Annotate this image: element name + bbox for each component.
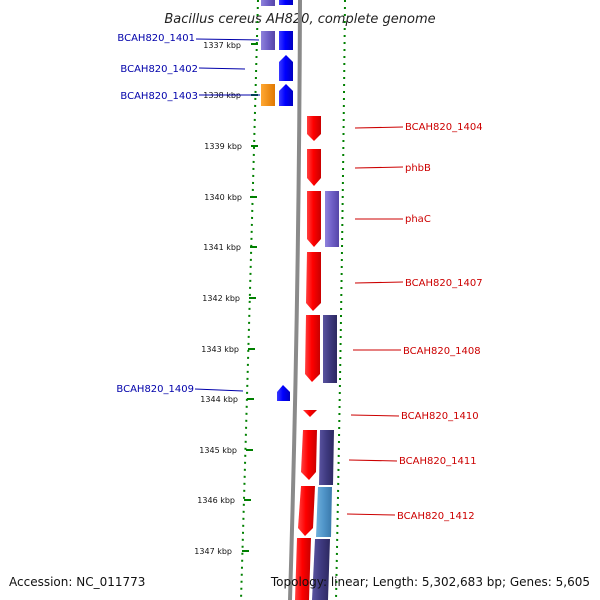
reverse-gene[interactable] [307,149,321,186]
reverse-gene[interactable] [306,252,321,311]
gene-label[interactable]: BCAH820_1409 [116,384,194,395]
forward-gene[interactable] [279,55,293,81]
tick-label: 1340 kbp [204,193,242,202]
reverse-gene[interactable] [305,315,320,382]
gene-label[interactable]: phaC [405,214,431,225]
reverse-gene[interactable] [303,410,317,417]
forward-gene[interactable] [279,31,293,50]
gene-label[interactable]: phbB [405,163,431,174]
reverse-gene[interactable] [295,538,311,600]
forward-gene[interactable] [279,84,293,106]
tick-label: 1344 kbp [200,395,238,404]
genome-backbone [288,0,302,600]
reverse-gene[interactable] [298,486,315,536]
left-gene-labels: BCAH820_1401 BCAH820_1402 BCAH820_1403 B… [116,33,260,395]
tick-label: 1345 kbp [199,446,237,455]
cog-block [261,31,275,50]
tick-label: 1337 kbp [203,41,241,50]
forward-gene[interactable] [279,0,293,5]
cog-block [323,315,337,383]
right-cog-track [312,191,339,600]
cog-block [325,191,339,247]
reverse-gene[interactable] [307,191,321,247]
tick-label: 1346 kbp [197,496,235,505]
gene-label[interactable]: BCAH820_1401 [117,33,195,44]
tick-label: 1342 kbp [202,294,240,303]
gene-label[interactable]: BCAH820_1410 [401,411,479,422]
tick-label: 1341 kbp [203,243,241,252]
tick-label: 1343 kbp [201,345,239,354]
forward-gene[interactable] [277,385,290,401]
tick-group: 1337 kbp 1338 kbp 1339 kbp 1340 kbp 1341… [194,41,258,556]
cog-block [312,539,330,600]
gene-label[interactable]: BCAH820_1408 [403,346,481,357]
gene-label[interactable]: BCAH820_1407 [405,278,483,289]
cog-block-orange [261,84,275,106]
reverse-strand-genes [295,116,321,600]
gene-label[interactable]: BCAH820_1402 [120,64,198,75]
cog-block [261,0,275,6]
cog-block-teal [316,487,332,537]
reverse-gene[interactable] [301,430,317,480]
gene-label[interactable]: BCAH820_1404 [405,122,483,133]
left-cog-track [261,0,275,106]
tick-label: 1339 kbp [204,142,242,151]
right-gene-labels: BCAH820_1404 phbB phaC BCAH820_1407 BCAH… [346,122,483,522]
gene-label[interactable]: BCAH820_1411 [399,456,477,467]
gene-label[interactable]: BCAH820_1412 [397,511,475,522]
forward-strand-genes [277,0,293,401]
tick-label: 1347 kbp [194,547,232,556]
gene-label[interactable]: BCAH820_1403 [120,91,198,102]
reverse-gene[interactable] [307,116,321,141]
cog-block [319,430,334,485]
genome-summary-text: Topology: linear; Length: 5,302,683 bp; … [270,575,590,589]
accession-text: Accession: NC_011773 [9,575,145,589]
dotted-tracks [240,0,346,600]
